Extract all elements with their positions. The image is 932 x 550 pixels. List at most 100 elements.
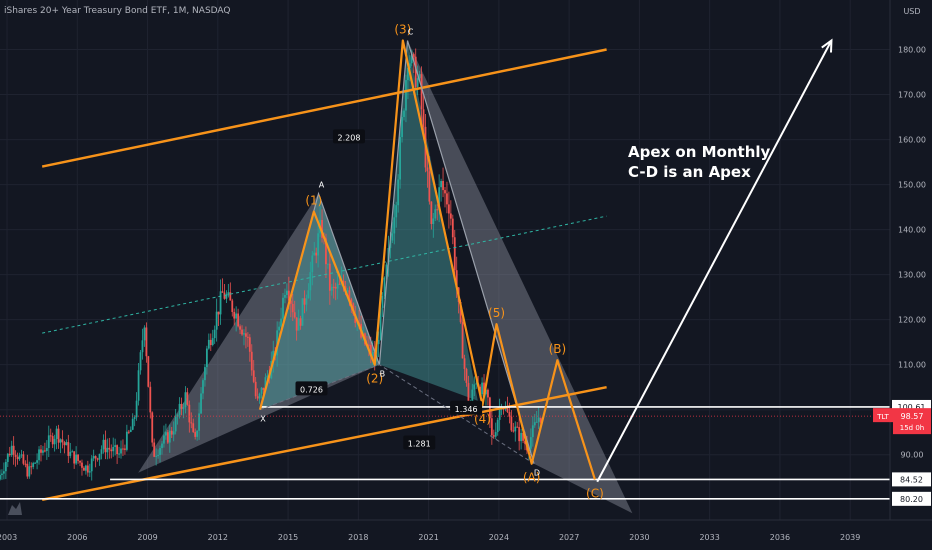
- candle-body: [200, 393, 202, 414]
- candle-body: [461, 322, 464, 359]
- time-tick-label: 2009: [137, 533, 157, 542]
- ratio-box: [332, 129, 365, 144]
- candle-body: [383, 277, 386, 296]
- candle-body: [12, 445, 15, 455]
- candle-body: [278, 326, 281, 331]
- candle-body: [155, 455, 158, 457]
- candle-body: [42, 450, 44, 453]
- candle-body: [348, 290, 351, 300]
- projection-arrow-line: [596, 40, 833, 483]
- candle-body: [151, 412, 154, 443]
- candle-body: [440, 181, 442, 188]
- candle-body: [51, 436, 54, 445]
- time-tick-label: 2018: [348, 533, 368, 542]
- candle-body: [518, 427, 521, 442]
- candle-body: [57, 428, 60, 443]
- harmonic-point-label: C: [408, 28, 414, 37]
- candle-body: [535, 421, 538, 423]
- candle-body: [309, 272, 312, 291]
- candle-body: [135, 400, 138, 418]
- candle-body: [485, 389, 487, 395]
- candle-body: [512, 430, 515, 432]
- candle-body: [168, 430, 171, 443]
- candle-body: [487, 389, 489, 398]
- candle-body: [143, 327, 146, 341]
- candle-body: [73, 451, 76, 464]
- candle-body: [32, 463, 35, 467]
- candle-body: [315, 252, 318, 256]
- price-tick-label: 160.00: [898, 136, 926, 145]
- time-axis[interactable]: 2003 2006 2009 2012 2015 2018 2021 2024 2027 2030…: [0, 502, 932, 550]
- candle-body: [311, 255, 314, 273]
- candle-body: [250, 351, 253, 371]
- price-axis[interactable]: USD 180.00 170.00 160.00 150.00 140.00 130.00 1…: [873, 0, 932, 520]
- candle-body: [133, 417, 136, 419]
- candle-body: [428, 171, 431, 202]
- candle-body: [43, 450, 46, 452]
- price-tick-label: 180.00: [898, 46, 926, 55]
- price-tick-label: 140.00: [898, 226, 926, 235]
- candle-body: [186, 392, 189, 405]
- candle-body: [28, 466, 31, 477]
- candle-body: [303, 298, 306, 305]
- candle-body: [213, 329, 216, 339]
- candle-body: [16, 456, 19, 460]
- candle-body: [69, 451, 72, 456]
- candle-body: [483, 382, 485, 395]
- wave-label: (3): [394, 23, 411, 37]
- bcd-inner-fill: [379, 40, 478, 401]
- candle-body: [286, 290, 288, 295]
- candle-body: [90, 458, 93, 472]
- harmonic-point-label: X: [260, 415, 266, 424]
- ticker-badge-bg: [873, 408, 893, 423]
- time-tick-label: 2021: [418, 533, 438, 542]
- candle-body: [112, 446, 115, 452]
- pattern-labels: (1) (2) (3) (4) (5) (A) (B) (C) X A B C D 0.726 2.208 1…: [260, 23, 604, 501]
- candle-body: [336, 283, 339, 289]
- candlestick-series: [0, 48, 542, 481]
- candle-body: [430, 201, 433, 224]
- candle-body: [120, 448, 122, 454]
- candle-body: [94, 456, 97, 459]
- price-axis-bg: [890, 0, 932, 520]
- candle-body: [506, 407, 509, 412]
- candle-body: [92, 456, 95, 459]
- candle-body: [403, 110, 405, 118]
- candle-body: [496, 419, 499, 433]
- candle-body: [137, 370, 140, 401]
- time-tick-label: 2027: [559, 533, 579, 542]
- candle-body: [49, 435, 52, 437]
- candle-body: [18, 455, 21, 460]
- candle-body: [307, 290, 310, 299]
- candle-body: [381, 295, 384, 308]
- price-tick-label: 150.00: [898, 181, 926, 190]
- candle-body: [235, 313, 238, 319]
- candle-body: [412, 54, 415, 57]
- candle-body: [510, 416, 513, 431]
- harmonic-pattern-fills: [138, 40, 633, 514]
- candle-body: [473, 384, 476, 390]
- candle-body: [96, 458, 99, 460]
- candle-body: [252, 370, 255, 382]
- candle-body: [463, 358, 466, 369]
- wave-label: (5): [488, 306, 505, 320]
- candle-body: [502, 408, 505, 410]
- level-tag: 100.61: [898, 403, 926, 412]
- candle-body: [110, 449, 113, 452]
- countdown-label: 15d 0h: [900, 424, 924, 432]
- candle-body: [1, 473, 3, 475]
- candle-body: [488, 397, 491, 419]
- candle-body: [422, 109, 425, 127]
- apex-annotation: Apex on Monthly C-D is an Apex: [628, 142, 770, 182]
- candle-body: [209, 339, 212, 346]
- candle-body: [395, 205, 398, 218]
- candle-body: [272, 350, 275, 361]
- projection-arrowhead: [821, 38, 833, 53]
- candle-body: [170, 430, 173, 435]
- candle-body: [256, 396, 259, 399]
- candle-body: [98, 453, 101, 460]
- candle-body: [0, 474, 1, 480]
- candle-body: [194, 432, 197, 437]
- candle-body: [465, 368, 468, 383]
